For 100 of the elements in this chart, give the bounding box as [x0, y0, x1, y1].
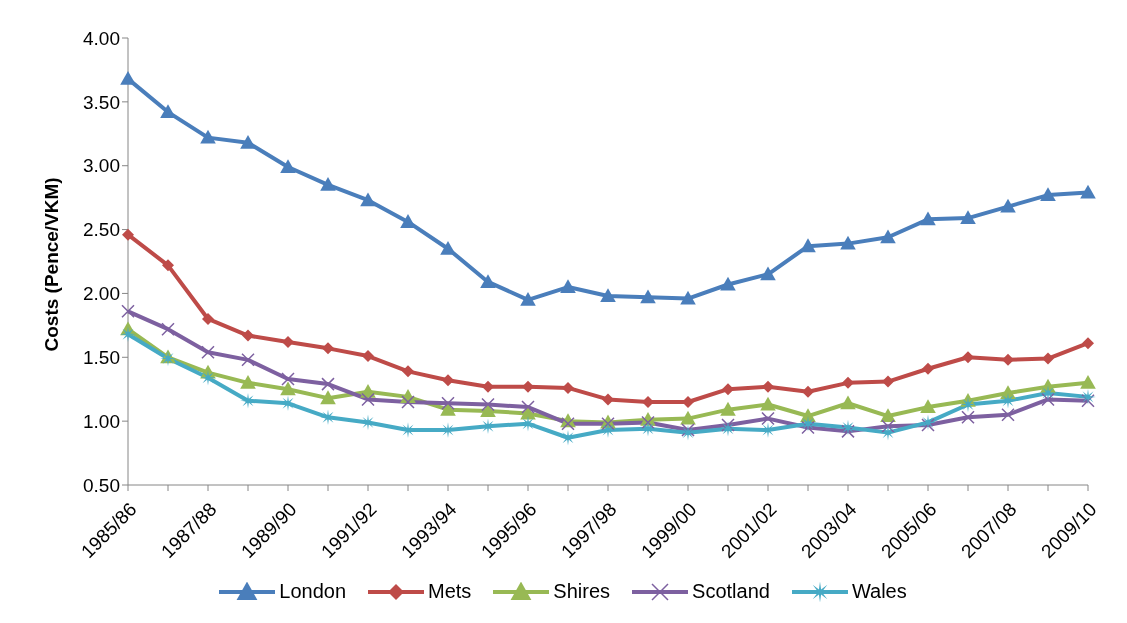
point: [161, 322, 175, 336]
point: [880, 408, 896, 423]
point: [721, 418, 735, 432]
point: [280, 159, 296, 173]
point: [600, 422, 616, 438]
point: [1000, 198, 1016, 213]
point: [800, 238, 816, 253]
point: [402, 365, 414, 378]
point: [121, 304, 135, 319]
legend-label: Shires: [553, 580, 611, 603]
point: [720, 421, 736, 437]
point: [920, 211, 936, 226]
point: [1080, 184, 1096, 199]
y-tick-label: 2.50: [83, 219, 120, 241]
point: [562, 381, 574, 394]
y-tick-label: 3.50: [83, 91, 120, 113]
point: [242, 329, 254, 342]
y-tick-label: 1.50: [83, 347, 120, 369]
point: [440, 422, 456, 438]
point: [401, 395, 415, 409]
point: [600, 288, 616, 302]
point: [882, 375, 894, 388]
point: [920, 399, 936, 414]
point: [440, 240, 456, 255]
point: [680, 410, 696, 425]
point: [1002, 353, 1014, 366]
point: [240, 134, 256, 149]
point: [842, 376, 854, 389]
point: [282, 335, 294, 348]
y-tick-label: 2.00: [83, 283, 120, 305]
point: [480, 274, 496, 288]
point: [281, 372, 295, 386]
point: [522, 380, 534, 393]
point: [681, 423, 695, 437]
point: [400, 422, 416, 438]
point: [320, 177, 336, 191]
legend-label: London: [279, 580, 347, 603]
point: [802, 385, 814, 398]
point: [521, 400, 535, 414]
point: [361, 392, 375, 407]
point: [122, 228, 134, 241]
point: [961, 410, 975, 425]
point: [442, 374, 454, 387]
point: [1001, 408, 1015, 422]
point: [280, 381, 296, 396]
point: [962, 351, 974, 364]
point: [320, 390, 336, 405]
point: [120, 71, 136, 85]
point: [482, 380, 494, 393]
point: [1081, 393, 1095, 408]
point: [1040, 385, 1056, 401]
point: [640, 421, 656, 437]
point: [801, 420, 815, 435]
point: [1042, 352, 1054, 365]
point: [240, 375, 256, 389]
point: [841, 424, 855, 439]
point: [362, 350, 374, 363]
point: [880, 229, 896, 244]
point: [602, 393, 614, 406]
legend-label: Scotland: [692, 580, 770, 603]
point: [960, 210, 976, 225]
point: [881, 419, 895, 433]
point: [840, 235, 856, 250]
point: [200, 129, 216, 144]
point: [921, 418, 935, 432]
point: [761, 411, 775, 426]
point: [840, 395, 856, 410]
point: [480, 403, 496, 417]
point: [322, 342, 334, 355]
point: [202, 312, 214, 325]
y-tick-label: 1.00: [83, 410, 120, 432]
point: [680, 290, 696, 305]
point: [720, 401, 736, 416]
point: [481, 397, 495, 412]
point: [760, 266, 776, 281]
point: [720, 276, 736, 291]
point: [1040, 187, 1056, 202]
legend-label: Mets: [428, 580, 472, 603]
point: [1041, 392, 1055, 407]
point: [162, 259, 174, 272]
point: [241, 353, 255, 367]
point: [760, 396, 776, 411]
point: [560, 279, 576, 294]
point: [520, 292, 536, 306]
point: [1080, 375, 1096, 389]
point: [1080, 389, 1096, 405]
point: [641, 415, 655, 430]
point: [441, 396, 455, 411]
point: [160, 104, 176, 119]
y-tick-label: 4.00: [83, 27, 120, 49]
y-axis-title: Costs (Pence/VKM): [40, 177, 62, 352]
point: [1082, 337, 1094, 350]
point: [640, 289, 656, 304]
point: [360, 192, 376, 207]
y-tick-label: 0.50: [83, 474, 120, 496]
point: [400, 214, 416, 228]
y-tick-label: 3.00: [83, 155, 120, 177]
legend-label: Wales: [851, 580, 907, 603]
point: [922, 362, 934, 375]
point: [201, 345, 215, 359]
